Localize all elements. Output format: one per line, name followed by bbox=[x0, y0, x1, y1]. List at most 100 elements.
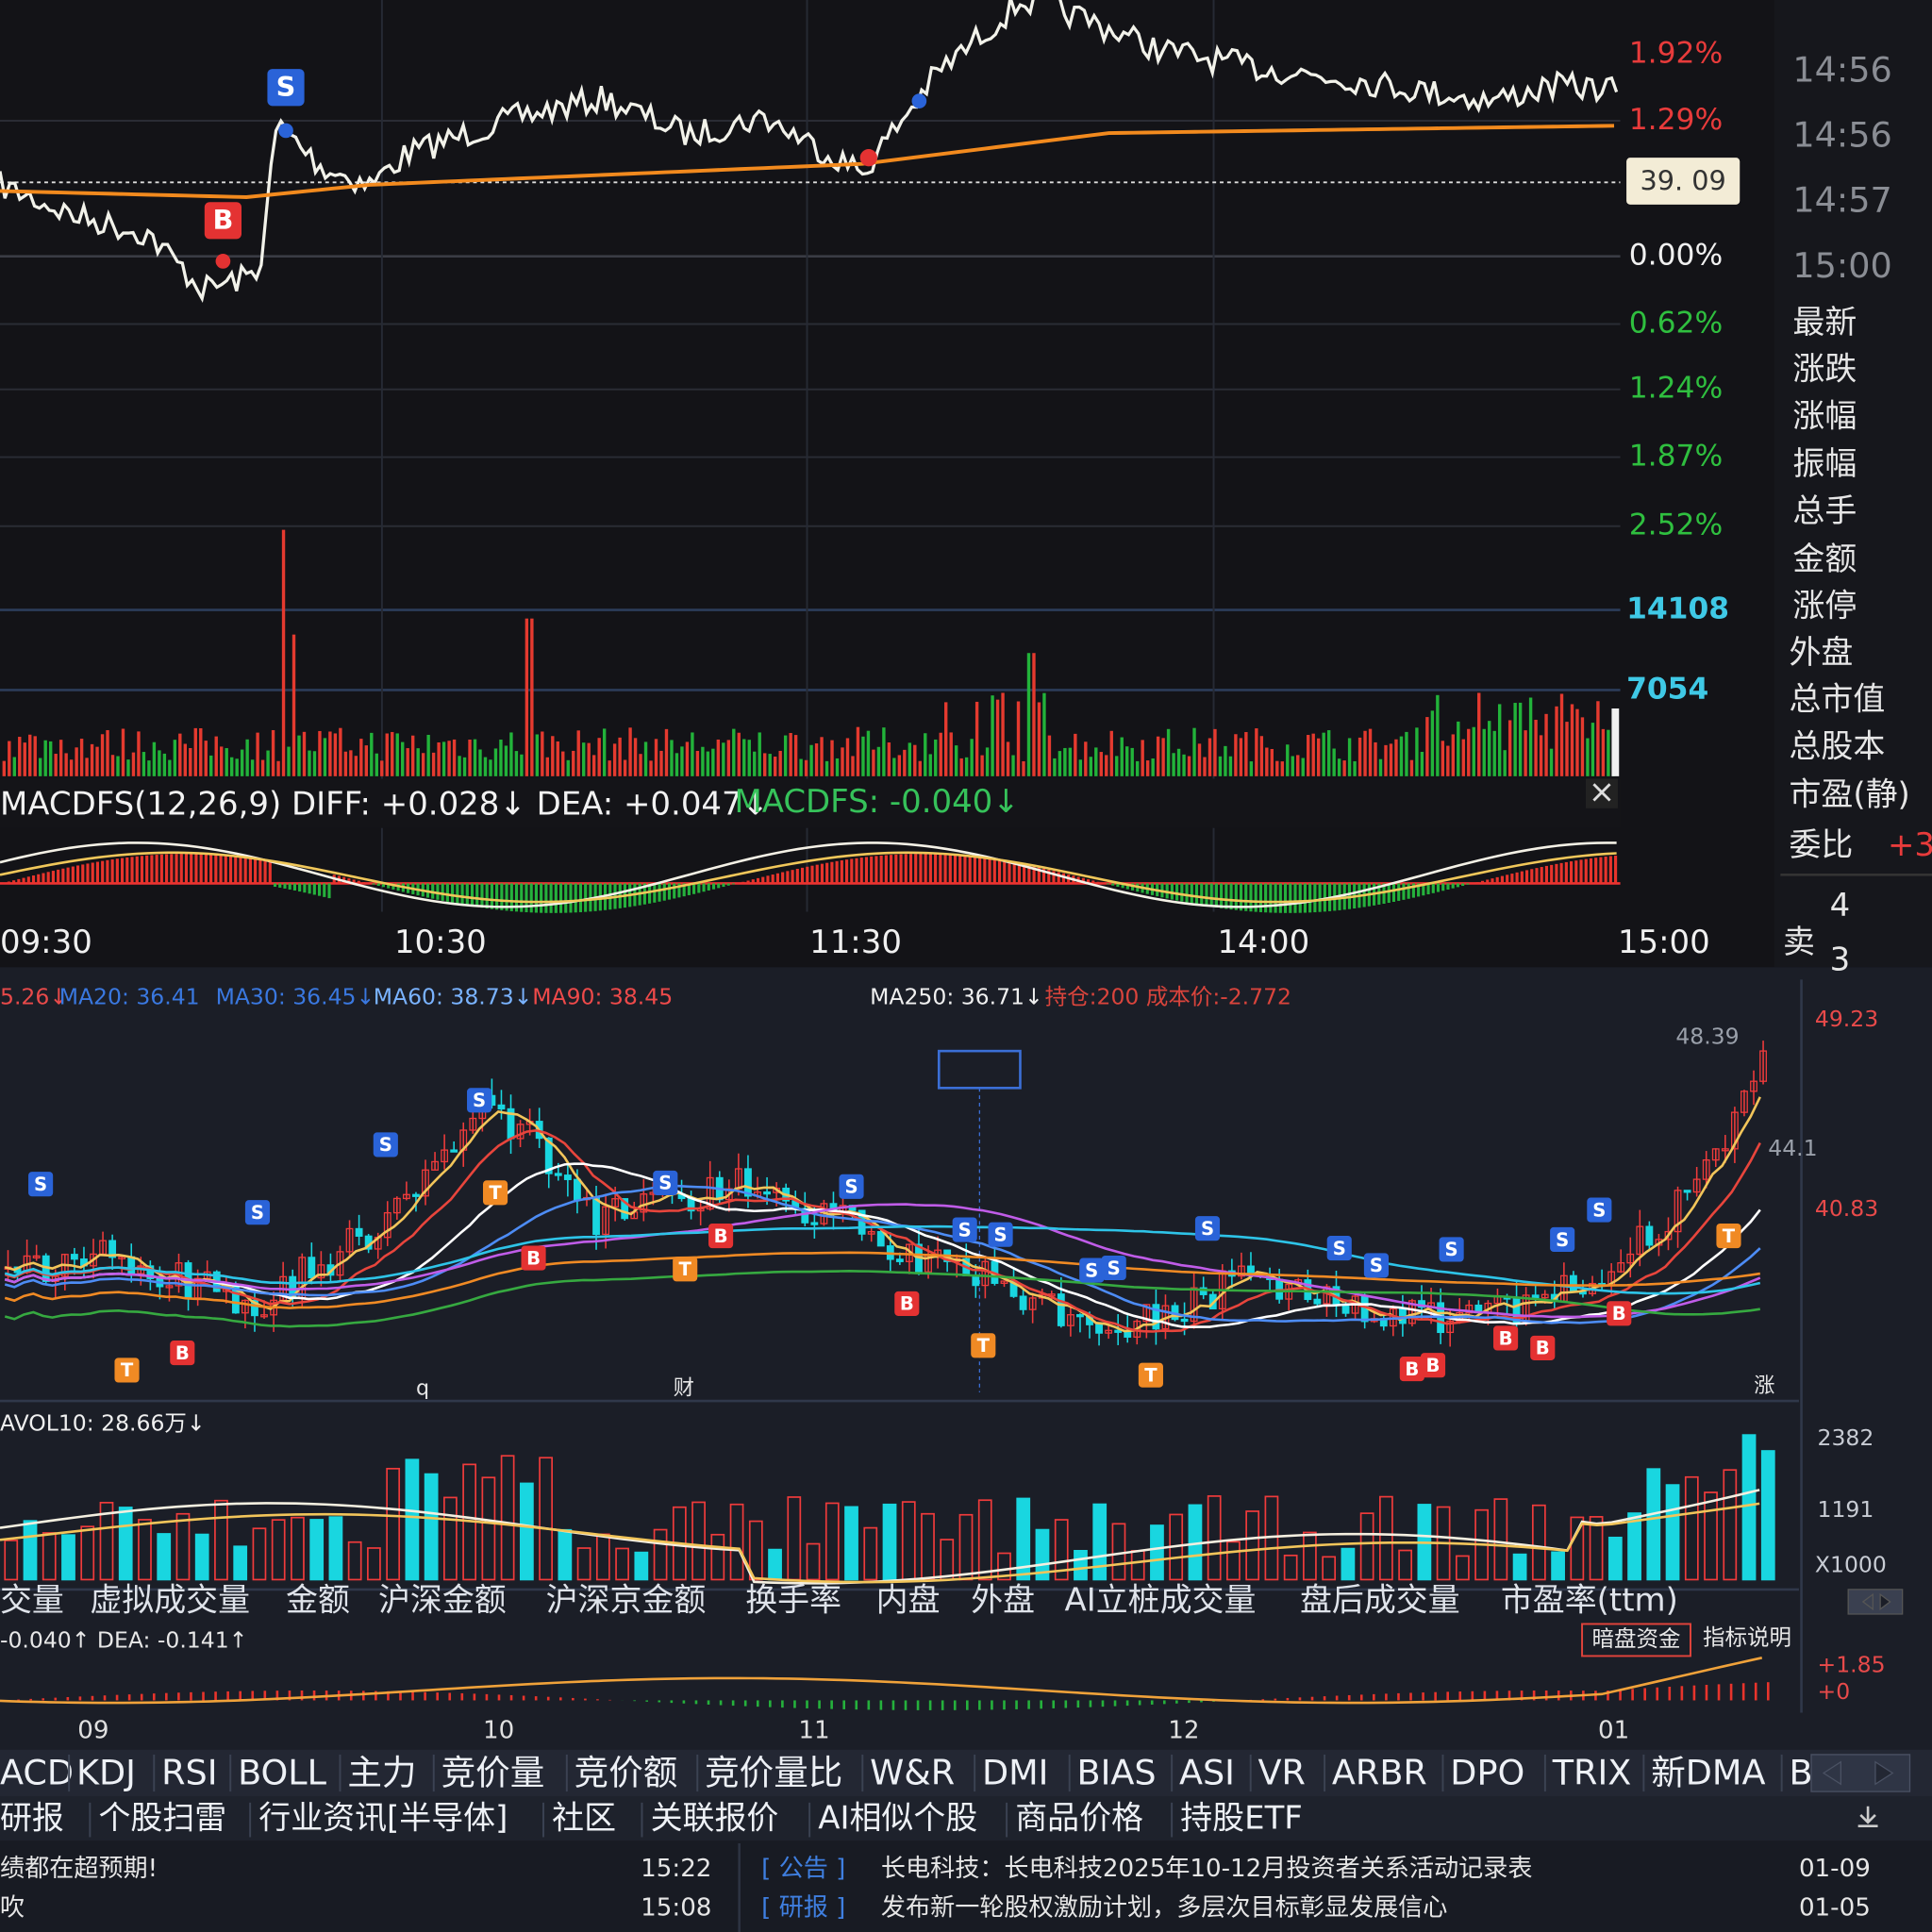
candle-body bbox=[1095, 1324, 1103, 1334]
candle-body bbox=[1446, 1320, 1455, 1334]
volume-bar bbox=[405, 1458, 420, 1581]
volume-bar bbox=[675, 753, 679, 776]
volume-tab[interactable]: 外盘 bbox=[971, 1581, 1035, 1619]
volume-bar bbox=[691, 732, 694, 776]
macd-bar bbox=[800, 867, 805, 884]
info-tab[interactable]: AI相似个股 bbox=[818, 1800, 977, 1838]
volume-axis-label: 1191 bbox=[1818, 1496, 1874, 1523]
price-line bbox=[0, 0, 1619, 304]
indicator-tab[interactable]: RSI bbox=[161, 1752, 217, 1792]
volume-tab[interactable]: 虚拟成交量 bbox=[90, 1581, 250, 1619]
candle-body bbox=[554, 1173, 562, 1176]
indicator-tab[interactable]: TRIX bbox=[1552, 1752, 1632, 1792]
indicator-tab[interactable]: DPO bbox=[1450, 1752, 1524, 1792]
macd-bar bbox=[7, 881, 10, 884]
indicator-tab[interactable]: 竞价量比 bbox=[705, 1752, 842, 1792]
info-tab[interactable]: 关联报价 bbox=[651, 1800, 779, 1838]
volume-bar bbox=[995, 699, 1000, 776]
ma-legend: 持仓:200 成本价:-2.772 bbox=[1045, 983, 1291, 1009]
macd-bar bbox=[224, 855, 227, 884]
volume-tab[interactable]: 换手率 bbox=[745, 1581, 841, 1619]
candle-body bbox=[744, 1168, 752, 1197]
marker-box bbox=[952, 1217, 977, 1242]
volume-bar bbox=[1451, 734, 1456, 776]
volume-bar bbox=[473, 739, 477, 776]
info-tab[interactable]: 研报 bbox=[0, 1800, 64, 1838]
marker-box bbox=[1079, 1257, 1105, 1283]
volume-bar bbox=[748, 1520, 763, 1581]
volume-bar bbox=[1347, 738, 1352, 776]
news-title[interactable]: 绩都在超预期! bbox=[0, 1855, 158, 1883]
indicator-tab[interactable]: ASI bbox=[1179, 1752, 1235, 1792]
volume-bar bbox=[1341, 1547, 1356, 1581]
volume-bar bbox=[1135, 760, 1140, 776]
news-title[interactable]: 吹 bbox=[0, 1894, 25, 1923]
candle-body bbox=[1180, 1318, 1189, 1323]
button[interactable]: 指标说明 bbox=[1703, 1624, 1791, 1651]
volume-tab[interactable]: 市盈率(ttm) bbox=[1501, 1581, 1678, 1619]
volume-bar bbox=[385, 733, 389, 776]
volume-bar bbox=[339, 727, 342, 776]
volume-bar bbox=[701, 746, 705, 776]
volume-tab[interactable]: 沪深京金额 bbox=[546, 1581, 707, 1619]
candle-body bbox=[563, 1174, 572, 1180]
macd-bar bbox=[741, 881, 745, 884]
macd-bar bbox=[1766, 1682, 1770, 1701]
macd-bar bbox=[1040, 1700, 1042, 1709]
indicator-tab[interactable]: 竞价量 bbox=[441, 1752, 545, 1792]
indicator-tab[interactable]: B bbox=[1789, 1752, 1812, 1792]
macd-bar bbox=[375, 1690, 377, 1701]
macd-bar bbox=[958, 855, 962, 884]
price-axis-label: 1.87% bbox=[1629, 440, 1724, 474]
volume-tab[interactable]: 金额 bbox=[286, 1581, 350, 1619]
volume-bar bbox=[260, 759, 265, 776]
volume-bar bbox=[431, 752, 436, 776]
macd-bar bbox=[61, 868, 65, 884]
news-title[interactable]: 发布新一轮股权激励计划，多层次目标彰显发展信心 bbox=[881, 1894, 1448, 1923]
volume-tab[interactable]: AI立桩成交量 bbox=[1064, 1581, 1256, 1619]
info-tab[interactable]: 商品价格 bbox=[1015, 1800, 1143, 1838]
macd-bar bbox=[228, 856, 233, 884]
button[interactable]: 暗盘资金 bbox=[1592, 1625, 1681, 1652]
volume-bar bbox=[468, 739, 472, 776]
macd-bar bbox=[1214, 883, 1218, 908]
indicator-tab[interactable]: ACD bbox=[0, 1752, 74, 1792]
volume-bar bbox=[178, 733, 182, 776]
candle-body bbox=[1313, 1298, 1322, 1305]
volume-tab[interactable]: 盘后成交量 bbox=[1300, 1581, 1460, 1619]
info-tab[interactable]: 行业资讯[半导体] bbox=[258, 1800, 508, 1838]
macd-bar bbox=[1550, 864, 1554, 884]
volume-bar bbox=[142, 752, 146, 776]
indicator-tab[interactable]: BIAS bbox=[1077, 1752, 1157, 1792]
macd-bar bbox=[1303, 883, 1307, 913]
indicator-tab[interactable]: 主力 bbox=[347, 1752, 416, 1792]
macd-bar bbox=[1076, 1700, 1080, 1708]
volume-tab[interactable]: 内盘 bbox=[876, 1581, 941, 1619]
indicator-tab[interactable]: 竞价额 bbox=[575, 1752, 678, 1792]
macd-bar bbox=[1530, 869, 1534, 884]
macd-bar bbox=[263, 860, 267, 884]
volume-bar bbox=[347, 1541, 362, 1581]
volume-tab[interactable]: 沪深金额 bbox=[378, 1581, 507, 1619]
indicator-tab[interactable]: DMI bbox=[982, 1752, 1048, 1792]
news-title[interactable]: 长电科技：长电科技2025年10-12月投资者关系活动记录表 bbox=[881, 1855, 1533, 1883]
volume-bar bbox=[664, 728, 669, 776]
close-button[interactable]: × bbox=[1589, 774, 1615, 811]
macd-bar bbox=[81, 864, 85, 884]
volume-bar bbox=[194, 1533, 209, 1581]
indicator-tab[interactable]: ARBR bbox=[1332, 1752, 1427, 1792]
indicator-tab[interactable]: VR bbox=[1258, 1752, 1306, 1792]
volume-bar bbox=[1570, 1516, 1585, 1581]
indicator-tab[interactable]: W&R bbox=[870, 1752, 955, 1792]
indicator-tab[interactable]: KDJ bbox=[76, 1752, 136, 1792]
volume-tab[interactable]: 交量 bbox=[0, 1581, 64, 1619]
info-bar bbox=[0, 1796, 1932, 1841]
macd-bar bbox=[448, 1692, 452, 1701]
macd-bar bbox=[214, 855, 218, 884]
info-tab[interactable]: 社区 bbox=[552, 1800, 616, 1838]
info-tab[interactable]: 个股扫雷 bbox=[98, 1800, 226, 1838]
info-tab[interactable]: 持股ETF bbox=[1180, 1800, 1303, 1838]
indicator-tab[interactable]: BOLL bbox=[238, 1752, 327, 1792]
indicator-tab[interactable]: 新DMA bbox=[1651, 1752, 1765, 1792]
trade-point bbox=[911, 93, 927, 108]
